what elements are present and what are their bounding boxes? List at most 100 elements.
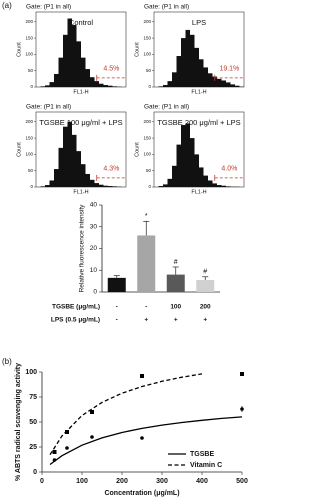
histogram-bar bbox=[203, 175, 208, 187]
y-tick-label: 150 bbox=[25, 35, 33, 40]
table-cell: - bbox=[145, 304, 147, 311]
histogram-bar bbox=[194, 47, 199, 87]
histogram-bar bbox=[54, 169, 59, 187]
y-axis-label: Count bbox=[16, 142, 22, 157]
histogram-bar bbox=[212, 76, 217, 87]
gate-annotation: 4.0% bbox=[221, 166, 237, 173]
data-point bbox=[52, 450, 57, 454]
histogram-bar bbox=[94, 81, 99, 87]
table-cell: 200 bbox=[200, 304, 211, 311]
y-axis-label: Count bbox=[134, 42, 140, 57]
y-tick-label: 50 bbox=[146, 168, 152, 173]
y-tick-label: 0 bbox=[148, 184, 151, 189]
panel-header: Gate: (P1 in all) bbox=[26, 104, 71, 111]
y-tick-label: 25 bbox=[29, 444, 37, 451]
data-point bbox=[140, 374, 144, 378]
y-tick-label: 200 bbox=[25, 119, 33, 124]
data-point bbox=[240, 372, 244, 376]
y-tick-label: 100 bbox=[25, 369, 37, 376]
histogram-bar bbox=[199, 167, 204, 187]
data-point bbox=[140, 436, 144, 440]
x-tick-label: 300 bbox=[156, 478, 168, 485]
histogram-bar bbox=[176, 56, 181, 87]
panel-label: (b) bbox=[2, 357, 12, 366]
y-tick-label: 50 bbox=[146, 68, 152, 73]
x-tick-label: 100 bbox=[76, 478, 88, 485]
histogram-bar bbox=[99, 83, 104, 87]
histogram-bar bbox=[103, 85, 108, 87]
histogram-bar bbox=[190, 138, 195, 187]
histogram-bar bbox=[54, 73, 59, 87]
histogram-bar bbox=[221, 185, 226, 187]
y-tick-label: 0 bbox=[30, 84, 33, 89]
data-point bbox=[90, 435, 94, 439]
histogram-bar bbox=[163, 85, 168, 87]
bar bbox=[196, 280, 215, 292]
histogram-bar bbox=[158, 186, 163, 187]
panel-title: TGSBE 100 μg/ml + LPS bbox=[39, 118, 122, 127]
histogram-bar bbox=[45, 185, 50, 187]
y-tick-label: 75 bbox=[29, 394, 37, 401]
y-axis-label: Relative fluorescence intensity bbox=[79, 204, 86, 293]
histogram-bar bbox=[226, 82, 231, 87]
histogram-bar bbox=[63, 126, 68, 187]
x-tick-label: 500 bbox=[236, 478, 248, 485]
table-cell: - bbox=[116, 304, 118, 311]
histogram-bar bbox=[67, 18, 72, 87]
histogram-bar bbox=[230, 84, 235, 87]
histogram-bar bbox=[235, 85, 240, 87]
table-cell: + bbox=[174, 317, 178, 324]
histogram-bar bbox=[158, 86, 163, 87]
fit-line bbox=[49, 373, 203, 456]
y-tick-label: 40 bbox=[90, 202, 98, 209]
histogram-bar bbox=[217, 78, 222, 87]
bar bbox=[166, 274, 185, 292]
table-cell: 100 bbox=[170, 304, 181, 311]
significance-mark: * bbox=[145, 213, 148, 220]
histogram-bar bbox=[185, 123, 190, 187]
histogram-bar bbox=[181, 125, 186, 187]
histogram-bar bbox=[172, 72, 177, 87]
histogram-bar bbox=[45, 85, 50, 87]
y-tick-label: 30 bbox=[90, 223, 98, 230]
table-cell: + bbox=[144, 317, 148, 324]
data-point bbox=[52, 458, 57, 462]
histogram-bar bbox=[217, 185, 222, 187]
y-tick-label: 50 bbox=[28, 168, 34, 173]
histogram-bar bbox=[181, 38, 186, 87]
histogram-bar bbox=[167, 81, 172, 87]
x-axis-label: Concentration (μg/mL) bbox=[104, 490, 179, 497]
y-tick-label: 100 bbox=[25, 52, 33, 57]
significance-mark: # bbox=[174, 259, 178, 266]
y-axis-label: Count bbox=[134, 142, 140, 157]
histogram-bar bbox=[72, 25, 77, 87]
y-tick-label: 150 bbox=[143, 135, 151, 140]
histogram-bar bbox=[40, 186, 45, 187]
histogram-bar bbox=[85, 69, 90, 87]
histogram-bar bbox=[63, 34, 68, 87]
fit-line bbox=[49, 416, 243, 466]
histogram-bar bbox=[221, 80, 226, 87]
histogram-bar bbox=[81, 164, 86, 187]
figure: (a) (b) Gate: (P1 in all) Control Count FL1… bbox=[2, 1, 248, 497]
y-tick-label: 0 bbox=[93, 289, 97, 296]
histogram-bar bbox=[76, 151, 81, 187]
x-axis-label: FL1-H bbox=[73, 189, 88, 195]
histogram-bar bbox=[112, 86, 117, 87]
x-tick-label: 400 bbox=[196, 478, 208, 485]
histogram-bar bbox=[76, 41, 81, 87]
histogram-bar bbox=[99, 184, 104, 187]
y-tick-label: 50 bbox=[28, 68, 34, 73]
y-tick-label: 0 bbox=[30, 184, 33, 189]
histogram-bar bbox=[112, 186, 117, 187]
y-tick-label: 200 bbox=[25, 19, 33, 24]
panel-header: Gate: (P1 in all) bbox=[144, 4, 189, 11]
histogram-bar bbox=[49, 82, 54, 87]
histogram-bar bbox=[81, 57, 86, 87]
histogram-bar bbox=[172, 165, 177, 187]
table-row-label: TGSBE (μg/mL) bbox=[52, 304, 100, 311]
histogram-bar bbox=[85, 173, 90, 187]
y-tick-label: 0 bbox=[148, 84, 151, 89]
y-tick-label: 100 bbox=[143, 152, 151, 157]
histogram-bar bbox=[49, 180, 54, 187]
